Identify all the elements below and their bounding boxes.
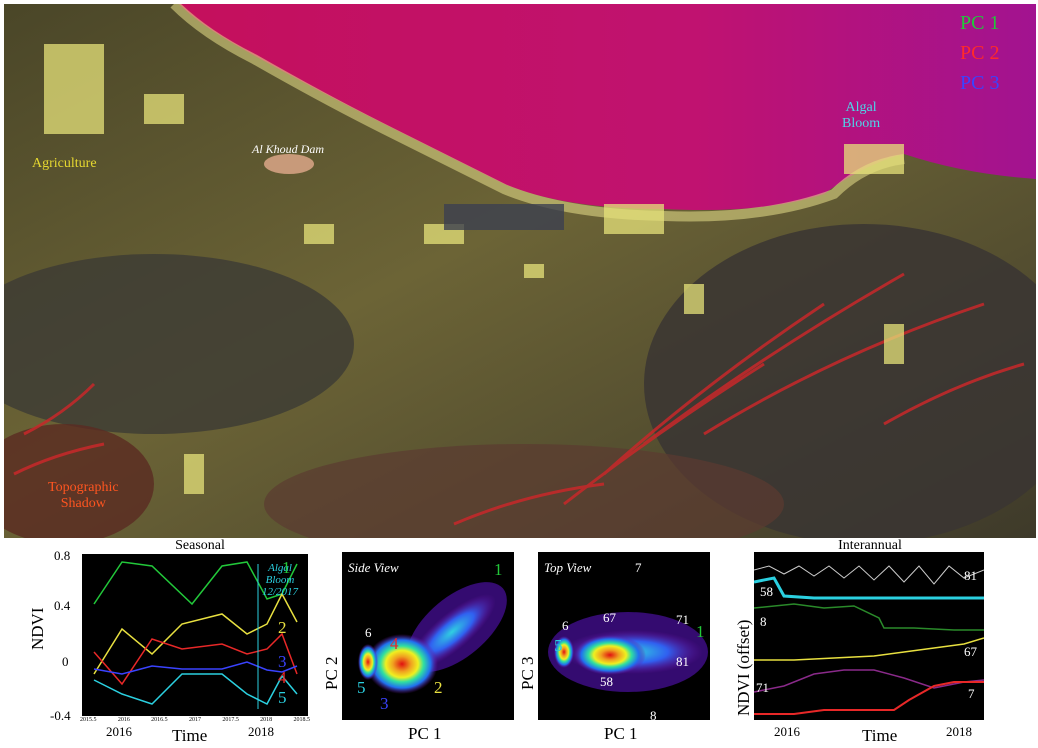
sideview-ylabel: PC 2 (322, 656, 341, 690)
topview-plot (538, 552, 710, 720)
seasonal-xlabel: Time (172, 726, 208, 745)
interannual-plot (754, 552, 984, 720)
topview-label-67: 67 (603, 610, 616, 625)
seasonal-series-1: 1 (282, 558, 291, 577)
interannual-label-8: 8 (760, 614, 767, 629)
sideview-xlabel: PC 1 (408, 724, 442, 743)
seasonal-series-4: 4 (278, 668, 287, 687)
seasonal-ylabel: NDVI (28, 607, 47, 651)
legend-pc1: PC 1 (960, 12, 1000, 34)
seasonal-small-xticks: 2015.5 2016 2016.5 2017 2017.5 2018 2018… (80, 717, 310, 723)
topview-ylabel: PC 3 (518, 656, 537, 690)
seasonal-ytick-2: 0.4 (54, 598, 71, 613)
interannual-ylabel: NDVI (offset) (734, 619, 753, 716)
seasonal-algal-note: Algal Bloom 12/2017 (262, 562, 299, 598)
sideview-title: Side View (348, 560, 399, 575)
legend-pc2: PC 2 (960, 42, 1000, 64)
topview-label-8: 8 (650, 708, 657, 723)
seasonal-title: Seasonal (175, 538, 225, 553)
topview-label-5: 5 (554, 636, 563, 655)
sideview-label-2: 2 (434, 678, 443, 697)
interannual-title: Interannual (838, 538, 902, 553)
legend-pc3: PC 3 (960, 72, 1000, 94)
seasonal-series-2: 2 (278, 618, 287, 637)
sideview-label-6: 6 (365, 625, 372, 640)
seasonal-ytick-4: -0.4 (50, 708, 71, 723)
topview-label-1: 1 (696, 622, 705, 641)
dam-label: Al Khoud Dam (252, 142, 324, 156)
interannual-xtick-2018: 2018 (946, 724, 972, 739)
seasonal-plot (82, 554, 308, 716)
seasonal-xtick-2016: 2016 (106, 724, 132, 739)
interannual-label-7: 7 (968, 686, 975, 701)
topview-label-58: 58 (600, 674, 613, 689)
agriculture-label: Agriculture (32, 156, 97, 171)
topview-title: Top View (544, 560, 592, 575)
sideview-label-1: 1 (494, 560, 503, 579)
sideview-label-4: 4 (390, 634, 399, 653)
algal-bloom-label: Algal Bloom (842, 100, 881, 131)
seasonal-xtick-2018: 2018 (248, 724, 274, 739)
seasonal-series-3: 3 (278, 652, 287, 671)
topview-xlabel: PC 1 (604, 724, 638, 743)
sideview-plot (342, 552, 514, 720)
interannual-xtick-2016: 2016 (774, 724, 800, 739)
interannual-label-71: 71 (756, 680, 769, 695)
interannual-label-58: 58 (760, 584, 773, 599)
satellite-image (4, 4, 1036, 538)
interannual-label-81: 81 (964, 568, 977, 583)
topographic-shadow-label: Topographic Shadow (48, 480, 119, 511)
sideview-label-3: 3 (380, 694, 389, 713)
topview-label-81: 81 (676, 654, 689, 669)
topview-label-6: 6 (562, 618, 569, 633)
seasonal-ytick-3: 0 (62, 654, 69, 669)
topview-label-7: 7 (635, 560, 642, 575)
topview-label-71: 71 (676, 612, 689, 627)
seasonal-series-5: 5 (278, 688, 287, 707)
interannual-xlabel: Time (862, 726, 898, 745)
interannual-label-67: 67 (964, 644, 977, 659)
seasonal-ytick-1: 0.8 (54, 548, 71, 563)
sideview-label-5: 5 (357, 678, 366, 697)
